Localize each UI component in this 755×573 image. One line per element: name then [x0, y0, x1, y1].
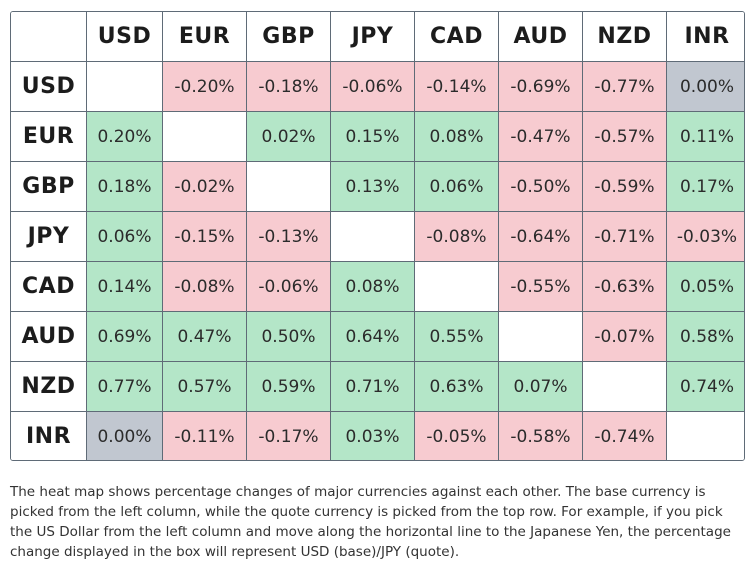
heatmap-cell: 0.08%	[330, 261, 415, 312]
heatmap-cell: -0.03%	[666, 211, 744, 262]
heatmap-cell: -0.77%	[582, 61, 667, 112]
base-currency-header: GBP	[11, 161, 87, 212]
heatmap-cell: 0.47%	[162, 311, 247, 362]
heatmap-cell: -0.02%	[162, 161, 247, 212]
heatmap-cell: 0.20%	[86, 111, 163, 162]
heatmap-cell: 0.14%	[86, 261, 163, 312]
heatmap-cell: 0.77%	[86, 361, 163, 412]
heatmap-cell: -0.11%	[162, 411, 247, 460]
heatmap-table: USD EUR GBP JPY CAD AUD NZD INR USD -0.20% -0.18% -…	[11, 12, 744, 460]
base-currency-header: NZD	[11, 361, 87, 412]
heatmap-cell: 0.59%	[246, 361, 331, 412]
heatmap-cell: 0.00%	[86, 411, 163, 460]
heatmap-cell: 0.03%	[330, 411, 415, 460]
heatmap-cell: 0.06%	[414, 161, 499, 212]
heatmap-cell: 0.05%	[666, 261, 744, 312]
diagonal-cell	[498, 311, 583, 362]
heatmap-cell: -0.06%	[246, 261, 331, 312]
heatmap-cell: -0.69%	[498, 61, 583, 112]
heatmap-cell: -0.74%	[582, 411, 667, 460]
heatmap-cell: -0.64%	[498, 211, 583, 262]
heatmap-cell: -0.57%	[582, 111, 667, 162]
base-currency-header: EUR	[11, 111, 87, 162]
diagonal-cell	[330, 211, 415, 262]
heatmap-cell: -0.08%	[414, 211, 499, 262]
heatmap-cell: 0.06%	[86, 211, 163, 262]
heatmap-cell: 0.58%	[666, 311, 744, 362]
heatmap-cell: 0.71%	[330, 361, 415, 412]
heatmap-cell: 0.74%	[666, 361, 744, 412]
base-currency-header: JPY	[11, 211, 87, 262]
base-currency-header: AUD	[11, 311, 87, 362]
heatmap-cell: 0.13%	[330, 161, 415, 212]
heatmap-cell: -0.05%	[414, 411, 499, 460]
table-row: JPY 0.06% -0.15% -0.13% -0.08% -0.64% -0.71% -0…	[11, 211, 744, 262]
quote-currency-header: AUD	[498, 12, 583, 62]
heatmap-cell: -0.14%	[414, 61, 499, 112]
base-currency-header: CAD	[11, 261, 87, 312]
heatmap-cell: -0.20%	[162, 61, 247, 112]
heatmap-cell: -0.15%	[162, 211, 247, 262]
heatmap-cell: -0.63%	[582, 261, 667, 312]
heatmap-cell: 0.63%	[414, 361, 499, 412]
diagonal-cell	[414, 261, 499, 312]
diagonal-cell	[666, 411, 744, 460]
heatmap-cell: 0.50%	[246, 311, 331, 362]
heatmap-cell: 0.00%	[666, 61, 744, 112]
table-row: GBP 0.18% -0.02% 0.13% 0.06% -0.50% -0.59% 0.17…	[11, 161, 744, 212]
corner-cell	[11, 12, 87, 62]
heatmap-cell: -0.55%	[498, 261, 583, 312]
table-row: USD -0.20% -0.18% -0.06% -0.14% -0.69% -0.77% 0…	[11, 61, 744, 112]
heatmap-body: USD EUR GBP JPY CAD AUD NZD INR USD -0.20% -0.18% -…	[11, 12, 744, 460]
table-row: CAD 0.14% -0.08% -0.06% 0.08% -0.55% -0.63% 0.0…	[11, 261, 744, 312]
heatmap-cell: -0.18%	[246, 61, 331, 112]
heatmap-cell: 0.15%	[330, 111, 415, 162]
diagonal-cell	[246, 161, 331, 212]
heatmap-cell: 0.18%	[86, 161, 163, 212]
heatmap-cell: 0.69%	[86, 311, 163, 362]
table-row: NZD 0.77% 0.57% 0.59% 0.71% 0.63% 0.07% 0.74%	[11, 361, 744, 412]
heatmap-cell: -0.13%	[246, 211, 331, 262]
heatmap-caption: The heat map shows percentage changes of…	[10, 484, 731, 560]
diagonal-cell	[162, 111, 247, 162]
heatmap-cell: -0.17%	[246, 411, 331, 460]
table-row: INR 0.00% -0.11% -0.17% 0.03% -0.05% -0.58% -0.…	[11, 411, 744, 460]
quote-currency-header: EUR	[162, 12, 247, 62]
diagonal-cell	[582, 361, 667, 412]
heatmap-cell: -0.59%	[582, 161, 667, 212]
base-currency-header: INR	[11, 411, 87, 460]
diagonal-cell	[86, 61, 163, 112]
heatmap-cell: -0.58%	[498, 411, 583, 460]
heatmap-cell: -0.71%	[582, 211, 667, 262]
quote-currency-header: INR	[666, 12, 744, 62]
heatmap-cell: -0.08%	[162, 261, 247, 312]
heatmap-cell: -0.47%	[498, 111, 583, 162]
heatmap-cell: 0.08%	[414, 111, 499, 162]
heatmap-cell: 0.11%	[666, 111, 744, 162]
heatmap-cell: 0.07%	[498, 361, 583, 412]
base-currency-header: USD	[11, 61, 87, 112]
quote-currency-header: NZD	[582, 12, 667, 62]
currency-heatmap: USD EUR GBP JPY CAD AUD NZD INR USD -0.20% -0.18% -…	[10, 11, 745, 461]
heatmap-cell: -0.50%	[498, 161, 583, 212]
heatmap-cell: -0.06%	[330, 61, 415, 112]
heatmap-cell: -0.07%	[582, 311, 667, 362]
heatmap-cell: 0.64%	[330, 311, 415, 362]
heatmap-cell: 0.55%	[414, 311, 499, 362]
heatmap-cell: 0.17%	[666, 161, 744, 212]
header-row: USD EUR GBP JPY CAD AUD NZD INR	[11, 12, 744, 62]
quote-currency-header: CAD	[414, 12, 499, 62]
heatmap-cell: 0.57%	[162, 361, 247, 412]
table-row: EUR 0.20% 0.02% 0.15% 0.08% -0.47% -0.57% 0.11%	[11, 111, 744, 162]
table-row: AUD 0.69% 0.47% 0.50% 0.64% 0.55% -0.07% 0.58%	[11, 311, 744, 362]
quote-currency-header: USD	[86, 12, 163, 62]
quote-currency-header: GBP	[246, 12, 331, 62]
heatmap-cell: 0.02%	[246, 111, 331, 162]
quote-currency-header: JPY	[330, 12, 415, 62]
